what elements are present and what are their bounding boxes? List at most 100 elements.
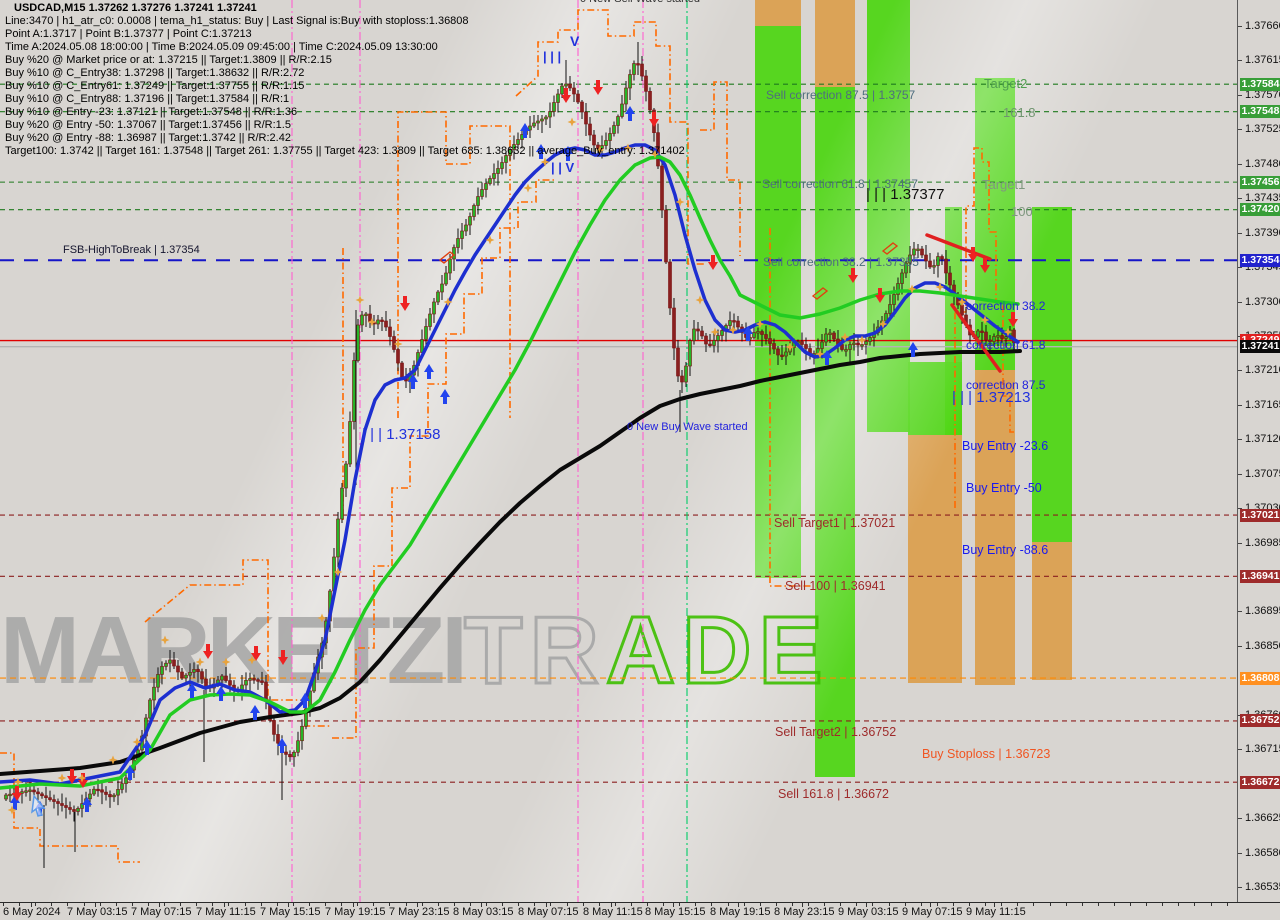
candle-bear xyxy=(276,734,280,744)
candle-bull xyxy=(720,330,724,336)
time-minor-tick xyxy=(1210,903,1212,906)
candle-bull xyxy=(860,344,864,347)
flag-glyph-icon xyxy=(438,251,456,264)
candle-bull xyxy=(304,708,308,727)
candle-bear xyxy=(984,331,988,341)
price-label: 1.37660 xyxy=(1245,20,1280,32)
candle-bull xyxy=(900,272,904,284)
time-minor-tick xyxy=(1194,903,1196,906)
candle-bull xyxy=(864,341,868,345)
candle-bull xyxy=(688,340,692,367)
time-label: 8 May 11:15 xyxy=(583,906,643,918)
price-badge-green: 1.37548 xyxy=(1240,105,1280,119)
candle-bear xyxy=(656,132,660,167)
candle-bear xyxy=(588,123,592,136)
price-label: 1.36625 xyxy=(1245,812,1280,825)
candle-bull xyxy=(824,333,828,343)
buy-arrow-icon xyxy=(625,106,635,121)
candle-bear xyxy=(592,134,596,146)
candle-bear xyxy=(776,348,780,356)
fib-zone-green xyxy=(975,78,1015,370)
time-minor-tick xyxy=(260,903,262,906)
chart-canvas[interactable] xyxy=(0,0,1237,902)
candle-bull xyxy=(152,686,156,701)
time-tick xyxy=(417,903,418,907)
time-minor-tick xyxy=(228,903,230,906)
price-tick xyxy=(1238,611,1242,613)
candle-bear xyxy=(40,793,44,797)
candle-bull xyxy=(88,793,92,800)
candle-bear xyxy=(104,791,108,795)
time-tick xyxy=(866,903,867,907)
price-tick xyxy=(1238,370,1242,372)
price-axis[interactable]: 1.37660 1.37615 1.37570 1.37525 1.37480 1.374… xyxy=(1237,0,1280,902)
time-minor-tick xyxy=(180,903,182,906)
candle-bull xyxy=(516,139,520,145)
flag-glyph-icon xyxy=(811,287,829,300)
time-minor-tick xyxy=(1226,903,1228,906)
sell-arrow-icon xyxy=(561,88,571,103)
time-label: 8 May 23:15 xyxy=(774,906,835,918)
time-axis[interactable]: 6 May 2024 7 May 03:15 7 May 07:15 7 May 11… xyxy=(0,902,1280,920)
time-label: 8 May 03:15 xyxy=(453,906,514,918)
time-tick xyxy=(481,903,482,907)
cursor-arrow-icon xyxy=(31,794,46,817)
price-label: 1.37120 xyxy=(1245,433,1280,446)
buy-arrow-icon xyxy=(424,364,434,379)
time-tick xyxy=(930,903,931,907)
time-minor-tick xyxy=(325,903,326,906)
time-minor-tick xyxy=(486,903,487,906)
star-marker-icon xyxy=(595,145,605,155)
price-label: 1.36985 xyxy=(1245,536,1280,549)
sell-arrow-icon xyxy=(203,644,213,659)
time-minor-tick xyxy=(550,903,552,906)
candle-bull xyxy=(360,314,364,326)
star-marker-icon xyxy=(247,655,257,665)
star-marker-icon xyxy=(755,319,765,329)
time-minor-tick xyxy=(743,903,745,906)
time-tick xyxy=(994,903,995,907)
candle-bear xyxy=(764,334,768,339)
time-minor-tick xyxy=(824,903,826,906)
time-tick xyxy=(31,903,32,907)
candle-bull xyxy=(20,791,24,794)
time-minor-tick xyxy=(276,903,278,906)
candle-bull xyxy=(540,118,544,122)
star-marker-icon xyxy=(443,297,453,307)
time-minor-tick xyxy=(775,903,777,906)
buy-arrow-icon xyxy=(216,686,226,701)
time-minor-tick xyxy=(1097,903,1099,906)
candle-bull xyxy=(4,794,8,800)
time-minor-tick xyxy=(131,903,133,906)
candle-bull xyxy=(896,283,900,295)
time-label: 6 May 2024 xyxy=(3,906,61,918)
candle-bear xyxy=(68,807,72,810)
buy-arrow-icon xyxy=(142,740,152,755)
candle-bull xyxy=(356,324,360,361)
candle-bear xyxy=(636,63,640,66)
time-label: 7 May 19:15 xyxy=(325,906,386,918)
time-minor-tick xyxy=(840,903,842,906)
star-marker-icon xyxy=(815,349,825,359)
time-minor-tick xyxy=(502,903,504,906)
candle-bull xyxy=(912,248,916,256)
star-marker-icon xyxy=(7,805,17,815)
time-minor-tick xyxy=(647,903,648,906)
time-minor-tick xyxy=(663,903,665,906)
sell-arrow-icon xyxy=(67,769,77,784)
fib-zone-orange xyxy=(1032,542,1072,680)
candle-bear xyxy=(252,678,256,681)
price-label: 1.37390 xyxy=(1245,226,1280,239)
time-minor-tick xyxy=(614,903,616,906)
star-marker-icon xyxy=(650,149,660,159)
candle-bull xyxy=(500,162,504,169)
buy-arrow-icon xyxy=(743,326,753,341)
price-tick xyxy=(1238,439,1242,441)
price-badge-orange: 1.36808 xyxy=(1240,671,1280,685)
star-marker-icon xyxy=(195,657,205,667)
candle-bear xyxy=(832,332,836,340)
star-marker-icon xyxy=(1003,327,1013,337)
candle-bear xyxy=(256,679,260,682)
star-marker-icon xyxy=(393,339,403,349)
stopline-segment xyxy=(954,147,1017,508)
